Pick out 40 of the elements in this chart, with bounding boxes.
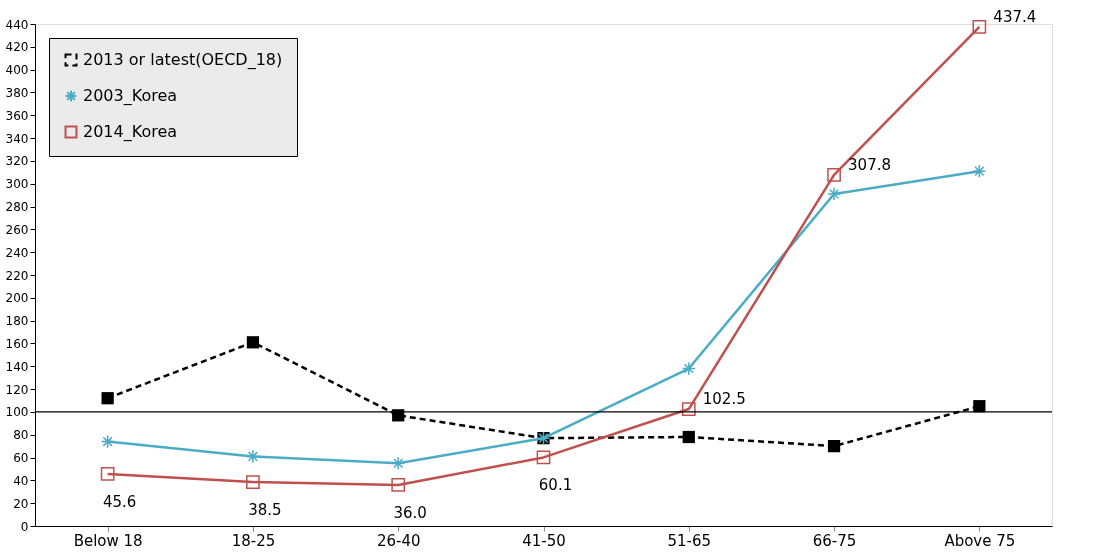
data-label: 437.4 — [993, 7, 1037, 26]
legend-label: 2014_Korea — [83, 122, 178, 142]
y-tick-label: 80 — [13, 428, 29, 443]
y-tick-label: 400 — [5, 63, 29, 78]
data-label: 36.0 — [393, 503, 427, 522]
y-tick-label: 180 — [5, 314, 29, 329]
y-tick-label: 420 — [5, 40, 29, 55]
x-tick-label: 51-65 — [667, 531, 712, 550]
x-tick-label: 26-40 — [376, 531, 421, 550]
data-label: 307.8 — [848, 155, 892, 174]
y-tick-label: 340 — [5, 131, 29, 146]
y-tick-label: 60 — [13, 451, 29, 466]
data-label: 60.1 — [538, 476, 573, 495]
y-tick-label: 360 — [5, 108, 29, 123]
y-tick-label: 160 — [5, 336, 29, 351]
x-tick-label: 41-50 — [522, 531, 566, 550]
y-tick-label: 440 — [5, 17, 29, 32]
y-tick-label: 380 — [5, 85, 29, 100]
x-tick-label: Below 18 — [73, 531, 143, 550]
legend-label: 2003_Korea — [83, 86, 178, 106]
y-tick-label: 100 — [5, 405, 29, 420]
y-tick-label: 320 — [5, 154, 29, 169]
y-tick-label: 260 — [5, 222, 29, 237]
data-label: 102.5 — [702, 390, 746, 409]
y-tick-label: 300 — [5, 177, 29, 192]
y-tick-label: 140 — [5, 359, 29, 374]
data-label: 38.5 — [248, 501, 282, 520]
y-tick-label: 0 — [20, 519, 29, 534]
y-tick-label: 120 — [5, 382, 29, 397]
y-tick-label: 240 — [5, 245, 29, 260]
x-tick-label: 18-25 — [231, 531, 276, 550]
y-tick-label: 200 — [5, 291, 29, 306]
x-tick-label: 66-75 — [812, 531, 857, 550]
y-tick-label: 280 — [5, 200, 29, 215]
y-tick-label: 40 — [13, 473, 29, 488]
legend-label: 2013 or latest(OECD_18) — [83, 50, 283, 70]
data-label: 45.6 — [102, 492, 137, 511]
x-tick-label: Above 75 — [944, 531, 1016, 550]
y-tick-label: 220 — [5, 268, 29, 283]
y-tick-label: 20 — [13, 496, 29, 511]
